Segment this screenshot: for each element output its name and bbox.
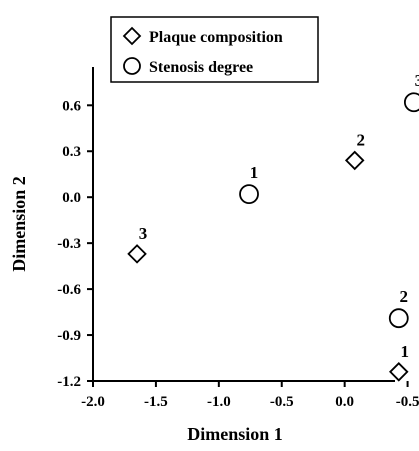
x-tick-label: -1.5 [144,394,168,410]
point-label-circle-3: 3 [415,71,419,90]
y-tick-label: 0.6 [62,98,81,114]
x-axis-ticks: -2.0 -1.5 -1.0 -0.5 0.0 -0.5 [81,381,419,410]
legend-label-stenosis-degree: Stenosis degree [149,59,253,76]
circle-point-1 [239,184,259,205]
diamond-point-2 [344,150,365,171]
y-tick-label: -0.9 [57,328,81,344]
data-points: 3 2 1 1 2 3 [127,71,419,382]
point-label-circle-2: 2 [400,287,409,306]
diamond-point-3 [127,244,147,264]
point-label-diamond-3: 3 [139,224,148,243]
circle-point-3 [403,92,419,113]
x-tick-label: -0.5 [396,394,419,410]
y-axis-ticks: -1.2 -0.9 -0.6 -0.3 0.0 0.3 0.6 [57,98,93,390]
y-tick-label: -1.2 [57,374,81,390]
y-tick-label: -0.6 [57,282,81,298]
diamond-point-1 [389,362,409,382]
y-tick-label: 0.3 [62,144,81,160]
circle-point-2 [388,308,409,329]
x-tick-label: 0.0 [335,394,354,410]
x-axis-title: Dimension 1 [187,424,283,444]
x-tick-label: -2.0 [81,394,105,410]
point-label-diamond-1: 1 [401,342,410,361]
x-tick-label: -0.5 [270,394,294,410]
legend-box [110,16,319,83]
legend-label-plaque-composition: Plaque composition [149,29,283,46]
x-tick-label: -1.0 [207,394,231,410]
legend-circle-marker [123,57,141,75]
point-label-circle-1: 1 [250,163,259,182]
y-axis-title: Dimension 2 [9,176,29,272]
legend-diamond-marker [122,26,142,46]
y-tick-label: 0.0 [62,190,81,206]
point-label-diamond-2: 2 [356,130,365,149]
legend: Plaque composition Stenosis degree [110,16,319,83]
y-tick-label: -0.3 [57,236,81,252]
